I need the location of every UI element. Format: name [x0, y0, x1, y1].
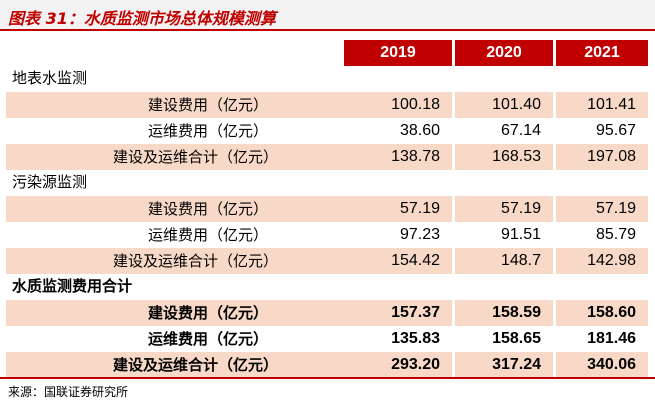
- cell-value: 293.20: [344, 352, 452, 378]
- section-title: 水质监测费用合计: [12, 277, 133, 295]
- row-label: 运维费用（亿元）: [147, 122, 268, 140]
- table-row: 运维费用（亿元） 38.60 67.14 95.67: [0, 118, 655, 144]
- cell-value: 158.65: [492, 330, 541, 347]
- cell-value: 317.24: [455, 352, 553, 378]
- row-label: 建设费用（亿元）: [6, 92, 344, 118]
- cell-value: 101.41: [556, 92, 648, 118]
- cell-value: 168.53: [455, 144, 553, 170]
- cell-value: 100.18: [344, 92, 452, 118]
- section-title: 地表水监测: [12, 69, 88, 87]
- cell-value: 181.46: [587, 330, 636, 347]
- cell-value: 85.79: [595, 226, 636, 243]
- table-header: 2019 2020 2021: [0, 40, 655, 66]
- bottom-divider: [0, 377, 655, 379]
- row-label: 运维费用（亿元）: [147, 226, 268, 244]
- table-row: 建设及运维合计（亿元） 293.20 317.24 340.06: [0, 352, 655, 378]
- table-row: 建设费用（亿元） 100.18 101.40 101.41: [0, 92, 655, 118]
- cell-value: 95.67: [595, 122, 636, 139]
- table-row: 运维费用（亿元） 135.83 158.65 181.46: [0, 326, 655, 352]
- title-bar: 图表 31：水质监测市场总体规模测算: [0, 0, 655, 30]
- title-divider: [0, 29, 655, 31]
- section-title: 污染源监测: [12, 173, 88, 191]
- cell-value: 57.19: [556, 196, 648, 222]
- cell-value: 67.14: [500, 122, 541, 139]
- cell-value: 157.37: [344, 300, 452, 326]
- row-label: 建设费用（亿元）: [6, 300, 344, 326]
- cell-value: 135.83: [391, 330, 440, 347]
- table-row: 建设费用（亿元） 157.37 158.59 158.60: [0, 300, 655, 326]
- cell-value: 148.7: [455, 248, 553, 274]
- cell-value: 340.06: [556, 352, 648, 378]
- cell-value: 91.51: [500, 226, 541, 243]
- row-label: 建设及运维合计（亿元）: [6, 248, 344, 274]
- year-header: 2020: [455, 40, 553, 66]
- cell-value: 57.19: [344, 196, 452, 222]
- cell-value: 158.59: [455, 300, 553, 326]
- cell-value: 97.23: [399, 226, 440, 243]
- cell-value: 154.42: [344, 248, 452, 274]
- table-row: 运维费用（亿元） 97.23 91.51 85.79: [0, 222, 655, 248]
- cell-value: 38.60: [399, 122, 440, 139]
- figure-title: 图表 31：水质监测市场总体规模测算: [8, 9, 276, 28]
- row-label: 运维费用（亿元）: [147, 330, 268, 348]
- cell-value: 197.08: [556, 144, 648, 170]
- row-label: 建设费用（亿元）: [6, 196, 344, 222]
- cell-value: 101.40: [455, 92, 553, 118]
- year-header: 2019: [344, 40, 452, 66]
- row-label: 建设及运维合计（亿元）: [6, 352, 344, 378]
- cell-value: 138.78: [344, 144, 452, 170]
- table-row: 建设及运维合计（亿元） 154.42 148.7 142.98: [0, 248, 655, 274]
- row-label: 建设及运维合计（亿元）: [6, 144, 344, 170]
- cell-value: 142.98: [556, 248, 648, 274]
- source-note: 来源：国联证券研究所: [8, 385, 129, 399]
- table-row: 建设费用（亿元） 57.19 57.19 57.19: [0, 196, 655, 222]
- table-row: 建设及运维合计（亿元） 138.78 168.53 197.08: [0, 144, 655, 170]
- cell-value: 158.60: [556, 300, 648, 326]
- year-header: 2021: [556, 40, 648, 66]
- cell-value: 57.19: [455, 196, 553, 222]
